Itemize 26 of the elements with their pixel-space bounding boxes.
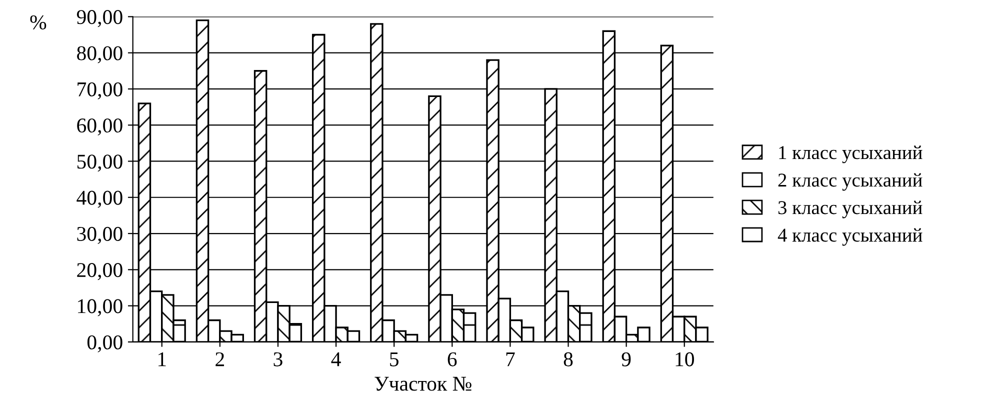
x-tick-label: 1 — [158, 352, 166, 366]
legend-label: 3 класс усыханий — [778, 200, 922, 218]
x-axis-title: Участок № — [374, 376, 472, 391]
y-tick-label: 40,00 — [76, 190, 122, 208]
legend-label: 2 класс усыханий — [778, 173, 922, 191]
x-tick-label: 6 — [448, 352, 457, 366]
y-tick-label: 20,00 — [77, 263, 122, 280]
legend-label: 4 класс усыханий — [778, 228, 922, 246]
x-tick-label: 9 — [622, 352, 631, 366]
x-tick-label: 5 — [390, 352, 398, 366]
y-tick-label: 70,00 — [78, 82, 122, 100]
y-tick-label: 60,00 — [77, 118, 122, 136]
x-tick-label: 8 — [564, 352, 573, 366]
y-tick-label: 90,00 — [76, 10, 122, 28]
x-tick-label: 4 — [331, 352, 341, 366]
x-tick-label: 10 — [676, 352, 694, 366]
legend-label: 1 класс усыханий — [779, 146, 922, 164]
y-tick-label: 0,00 — [87, 335, 122, 352]
y-tick-label: 30,00 — [77, 226, 122, 244]
x-tick-label: 2 — [216, 352, 224, 366]
y-tick-label: 80,00 — [77, 46, 122, 64]
y-tick-label: 50,00 — [77, 154, 122, 172]
y-axis-title: % — [30, 15, 46, 30]
x-tick-label: 3 — [274, 352, 282, 366]
y-tick-label: 10,00 — [78, 299, 122, 316]
x-tick-label: 7 — [506, 352, 515, 366]
